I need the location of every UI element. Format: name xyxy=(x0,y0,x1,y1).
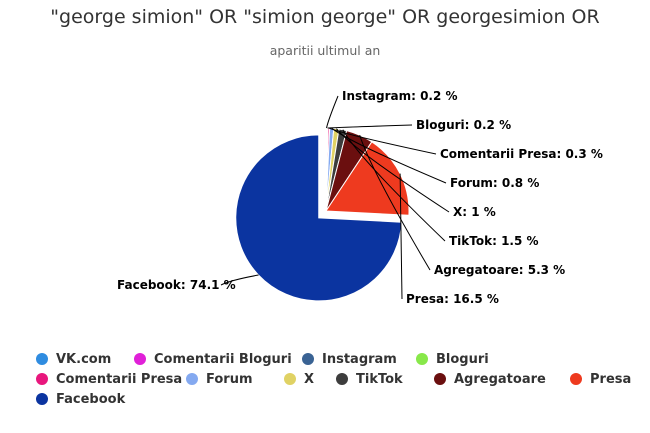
legend-label: Agregatoare xyxy=(454,371,546,387)
legend-swatch xyxy=(434,373,446,385)
legend-item-presa[interactable]: Presa xyxy=(570,370,631,388)
chart-subtitle: aparitii ultimul an xyxy=(269,43,381,58)
data-label-tiktok: TikTok: 1.5 % xyxy=(449,234,539,248)
legend-label: Comentarii Presa xyxy=(56,371,183,387)
legend-label: X xyxy=(304,371,315,387)
connector-facebook xyxy=(220,274,259,286)
data-label-x: X: 1 % xyxy=(453,205,496,219)
connector-agregatoare xyxy=(359,135,431,271)
legend-label: Presa xyxy=(590,371,632,387)
legend-label: Forum xyxy=(206,371,253,387)
connector-tiktok xyxy=(342,129,446,242)
data-label-forum: Forum: 0.8 % xyxy=(450,176,539,190)
data-label-instagram: Instagram: 0.2 % xyxy=(342,89,458,103)
legend-swatch xyxy=(36,393,48,405)
legend-label: VK.com xyxy=(56,351,112,367)
legend-swatch xyxy=(284,373,296,385)
pie-slice-facebook[interactable] xyxy=(235,134,403,302)
legend-swatch xyxy=(186,373,198,385)
connector-forum xyxy=(331,127,447,184)
data-label-facebook: Facebook: 74.1 % xyxy=(117,278,236,292)
connector-x xyxy=(336,128,450,213)
data-label-presa: Presa: 16.5 % xyxy=(406,292,499,306)
legend-label: Instagram xyxy=(322,351,397,367)
legend-swatch xyxy=(36,373,48,385)
legend-item-forum[interactable]: Forum xyxy=(186,370,253,388)
legend-item-facebook[interactable]: Facebook xyxy=(36,390,125,408)
legend-swatch xyxy=(570,373,582,385)
legend-item-instagram[interactable]: Instagram xyxy=(302,350,397,368)
legend-item-x[interactable]: X xyxy=(284,370,314,388)
connector-presa xyxy=(399,173,403,300)
legend-item-comentarii-bloguri[interactable]: Comentarii Bloguri xyxy=(134,350,292,368)
legend-swatch xyxy=(416,353,428,365)
legend-swatch xyxy=(134,353,146,365)
connector-instagram xyxy=(326,95,339,129)
legend-item-agregatoare[interactable]: Agregatoare xyxy=(434,370,546,388)
data-label-agregatoare: Agregatoare: 5.3 % xyxy=(434,263,565,277)
legend-item-vk-com[interactable]: VK.com xyxy=(36,350,111,368)
legend-swatch xyxy=(36,353,48,365)
legend-item-tiktok[interactable]: TikTok xyxy=(336,370,403,388)
chart-title: "george simion" OR "simion george" OR ge… xyxy=(50,6,600,28)
legend-label: Facebook xyxy=(56,391,126,407)
legend-label: Bloguri xyxy=(436,351,489,367)
connector-bloguri xyxy=(327,124,413,129)
legend-swatch xyxy=(302,353,314,365)
legend-label: TikTok xyxy=(356,371,403,387)
data-label-comentarii-presa: Comentarii Presa: 0.3 % xyxy=(440,147,603,161)
legend-label: Comentarii Bloguri xyxy=(154,351,292,367)
legend-item-bloguri[interactable]: Bloguri xyxy=(416,350,489,368)
legend-item-comentarii-presa[interactable]: Comentarii Presa xyxy=(36,370,182,388)
data-label-bloguri: Bloguri: 0.2 % xyxy=(416,118,511,132)
legend-swatch xyxy=(336,373,348,385)
